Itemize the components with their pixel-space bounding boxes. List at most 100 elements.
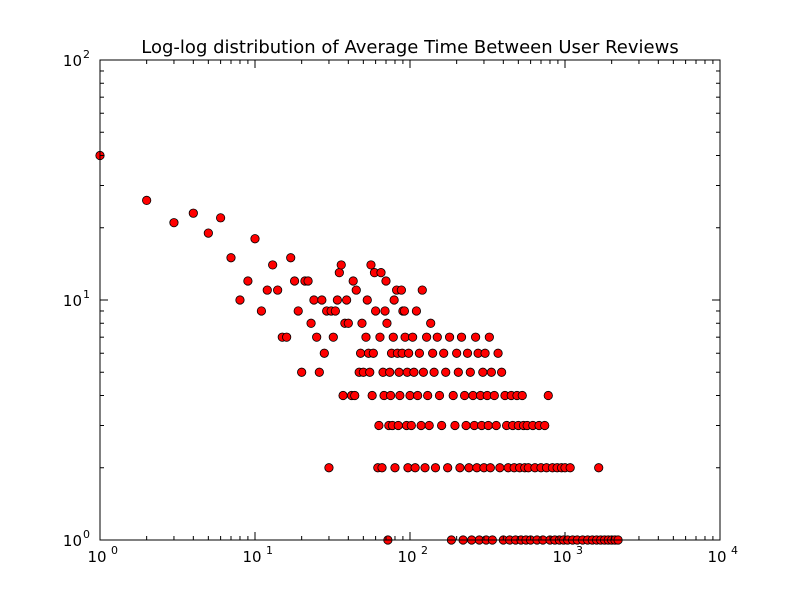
y-tick-label: 10: [63, 532, 82, 550]
data-point: [404, 348, 414, 358]
data-point: [268, 260, 278, 270]
data-point: [455, 463, 465, 473]
data-point: [226, 253, 236, 263]
data-point: [428, 348, 438, 358]
data-point: [338, 390, 348, 401]
data-point: [381, 276, 391, 286]
data-point: [497, 367, 507, 377]
data-point: [411, 306, 422, 316]
x-tick-label: 10: [242, 548, 261, 566]
data-point: [357, 318, 367, 328]
data-point: [396, 285, 406, 295]
data-point: [235, 295, 245, 305]
data-point: [417, 285, 427, 295]
data-point: [437, 420, 447, 431]
data-point: [243, 276, 253, 286]
data-point: [203, 228, 213, 238]
data-point: [405, 390, 415, 401]
data-point: [142, 195, 152, 206]
data-point: [443, 463, 453, 473]
data-point: [351, 285, 361, 295]
x-tick-label: 10: [397, 548, 416, 566]
data-point: [483, 420, 493, 431]
y-tick-label: 10: [63, 292, 82, 310]
data-point: [348, 276, 358, 286]
data-point: [342, 295, 352, 305]
data-point: [309, 295, 319, 305]
data-points: [95, 150, 623, 545]
data-point: [297, 367, 307, 377]
data-point: [414, 348, 425, 358]
x-tick-exponent: 2: [421, 544, 428, 557]
data-point: [365, 367, 375, 377]
data-point: [461, 420, 471, 431]
data-point: [390, 463, 400, 473]
data-point: [393, 420, 403, 431]
data-point: [282, 332, 292, 342]
y-tick-exponent: 2: [83, 48, 90, 61]
data-point: [408, 332, 418, 342]
data-point: [250, 234, 260, 244]
data-point: [377, 463, 387, 473]
data-point: [371, 306, 381, 316]
data-point: [388, 332, 398, 342]
data-point: [486, 367, 496, 377]
data-point: [380, 306, 390, 316]
data-point: [273, 285, 283, 295]
data-point: [426, 318, 436, 328]
data-point: [517, 390, 527, 401]
data-point: [328, 332, 338, 342]
y-tick-exponent: 0: [83, 528, 90, 541]
data-point: [420, 463, 430, 473]
data-point: [385, 367, 395, 377]
data-point: [389, 295, 399, 305]
data-point: [434, 390, 445, 401]
plot-area: [100, 60, 720, 540]
data-point: [430, 463, 441, 473]
data-point: [464, 463, 474, 473]
data-point: [350, 390, 360, 401]
data-point: [368, 348, 378, 358]
data-point: [410, 463, 420, 473]
data-point: [459, 390, 470, 401]
data-point: [456, 332, 467, 342]
data-point: [256, 306, 267, 316]
data-point: [406, 420, 416, 431]
data-point: [429, 367, 439, 377]
data-point: [312, 332, 322, 342]
data-point: [334, 268, 344, 278]
data-point: [376, 268, 386, 278]
data-point: [452, 348, 462, 358]
data-point: [413, 390, 423, 401]
data-point: [485, 463, 495, 473]
data-point: [374, 420, 384, 431]
data-point: [432, 332, 442, 342]
x-tick-exponent: 0: [111, 544, 118, 557]
data-point: [386, 390, 396, 401]
data-point: [495, 463, 505, 473]
y-tick-exponent: 1: [83, 288, 90, 301]
data-point: [367, 390, 377, 401]
data-point: [395, 390, 405, 401]
data-point: [343, 318, 353, 328]
data-point: [484, 332, 494, 342]
data-point: [375, 332, 385, 342]
data-point: [444, 332, 455, 342]
data-point: [361, 332, 371, 342]
data-point: [332, 295, 342, 305]
data-point: [441, 367, 451, 377]
data-point: [416, 420, 426, 431]
chart-title: Log-log distribution of Average Time Bet…: [141, 37, 678, 58]
y-tick-label: 10: [63, 52, 82, 70]
data-point: [422, 332, 432, 342]
data-point: [330, 306, 340, 316]
data-point: [423, 390, 433, 401]
data-point: [470, 332, 481, 342]
data-point: [286, 253, 296, 263]
data-point: [303, 276, 313, 286]
data-point: [594, 463, 604, 473]
axes: 10 0 10 1 10 2 10 3 10 410 010 110 2: [63, 48, 738, 566]
data-point: [409, 367, 419, 377]
data-point: [324, 463, 334, 473]
